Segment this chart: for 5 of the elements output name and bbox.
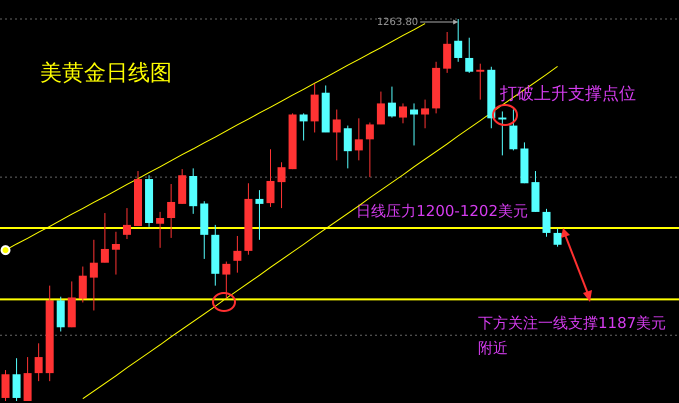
annotation: 打破上升支撑点位: [499, 84, 636, 104]
annotation: 1263.80: [376, 17, 418, 28]
ref-line-label: 下方关注一线支撑1187美元附近: [478, 313, 668, 360]
text: 美黄金日线图: [40, 61, 172, 86]
ref-line-label: 日线压力1200-1202美元: [355, 200, 528, 222]
